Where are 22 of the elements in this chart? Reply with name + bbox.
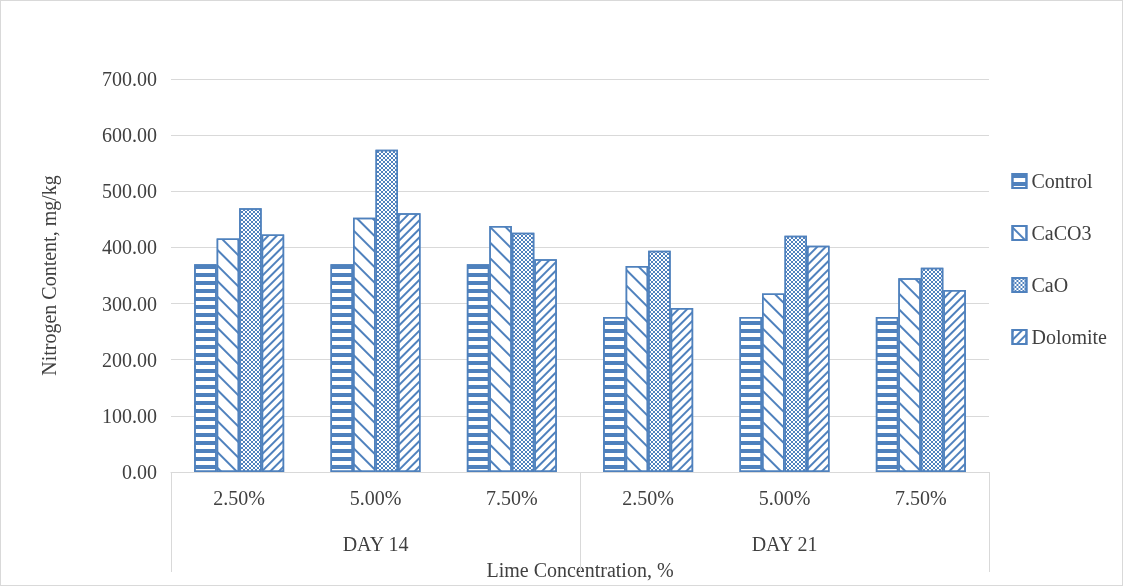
x-tick-label: 7.50% xyxy=(895,487,947,509)
y-tick-label: 300.00 xyxy=(102,292,157,315)
text: DAY 21 xyxy=(751,533,818,555)
y-axis-title: Nitrogen Content, mg/kg xyxy=(38,175,61,376)
x-tick-label: 2.50% xyxy=(213,487,265,509)
x-tick-label: 7.50% xyxy=(486,487,538,509)
x-tick-label: 5.00% xyxy=(349,487,402,509)
y-tick-label: 500.00 xyxy=(102,180,157,203)
text: DAY 14 xyxy=(342,533,409,555)
x-axis-title: Lime Concentration, % xyxy=(486,559,674,581)
y-tick-label: 200.00 xyxy=(102,348,157,371)
y-tick-label: 100.00 xyxy=(102,404,157,427)
legend-label: CaO xyxy=(1031,274,1069,296)
y-tick-label: 0.00 xyxy=(122,461,157,483)
y-tick-label: 700.00 xyxy=(102,68,157,90)
legend-label: Control xyxy=(1031,170,1094,192)
legend-label: CaCO3 xyxy=(1031,222,1092,244)
y-tick-label: 600.00 xyxy=(102,124,157,147)
x-tick-label: 5.00% xyxy=(758,487,811,509)
x-tick-label: 2.50% xyxy=(622,487,674,509)
y-tick-label: 400.00 xyxy=(102,236,157,259)
legend-label: Dolomite xyxy=(1031,326,1108,348)
